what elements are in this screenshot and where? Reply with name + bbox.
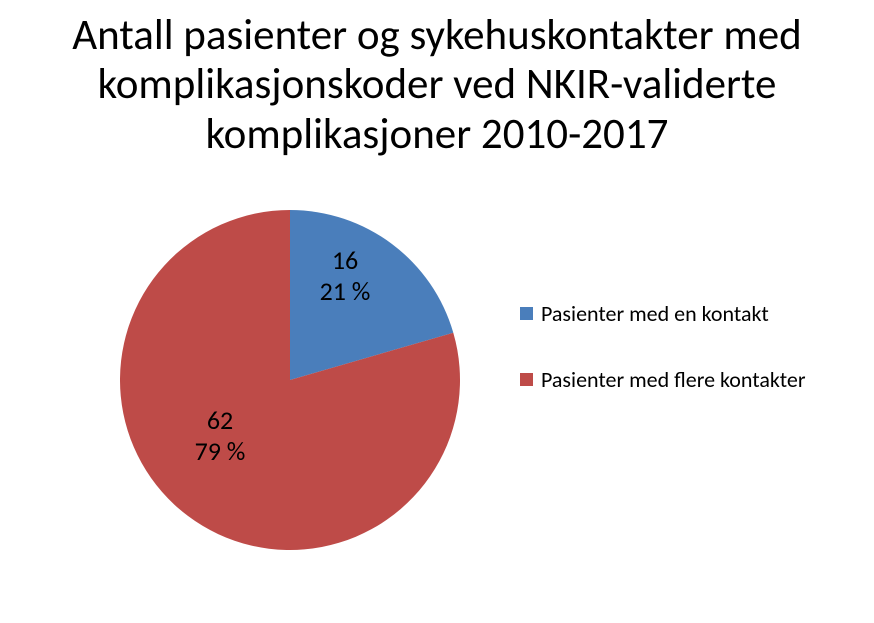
slice-percent-multiple-contacts: 79 % bbox=[185, 436, 255, 467]
pie-svg bbox=[120, 210, 460, 550]
legend: Pasienter med en kontakt Pasienter med f… bbox=[520, 300, 806, 431]
slice-label-multiple-contacts: 62 79 % bbox=[185, 405, 255, 467]
legend-item-multiple-contacts: Pasienter med flere kontakter bbox=[520, 366, 806, 394]
slice-value-multiple-contacts: 62 bbox=[185, 405, 255, 436]
legend-swatch-multiple-contacts bbox=[520, 373, 533, 386]
legend-label-one-contact: Pasienter med en kontakt bbox=[541, 300, 769, 328]
slice-label-one-contact: 16 21 % bbox=[310, 245, 380, 307]
legend-label-multiple-contacts: Pasienter med flere kontakter bbox=[541, 366, 806, 394]
slice-percent-one-contact: 21 % bbox=[310, 276, 380, 307]
chart-title: Antall pasienter og sykehuskontakter med… bbox=[0, 0, 874, 158]
slice-value-one-contact: 16 bbox=[310, 245, 380, 276]
pie-chart: 16 21 % 62 79 % bbox=[120, 210, 460, 550]
legend-swatch-one-contact bbox=[520, 307, 533, 320]
legend-item-one-contact: Pasienter med en kontakt bbox=[520, 300, 806, 328]
